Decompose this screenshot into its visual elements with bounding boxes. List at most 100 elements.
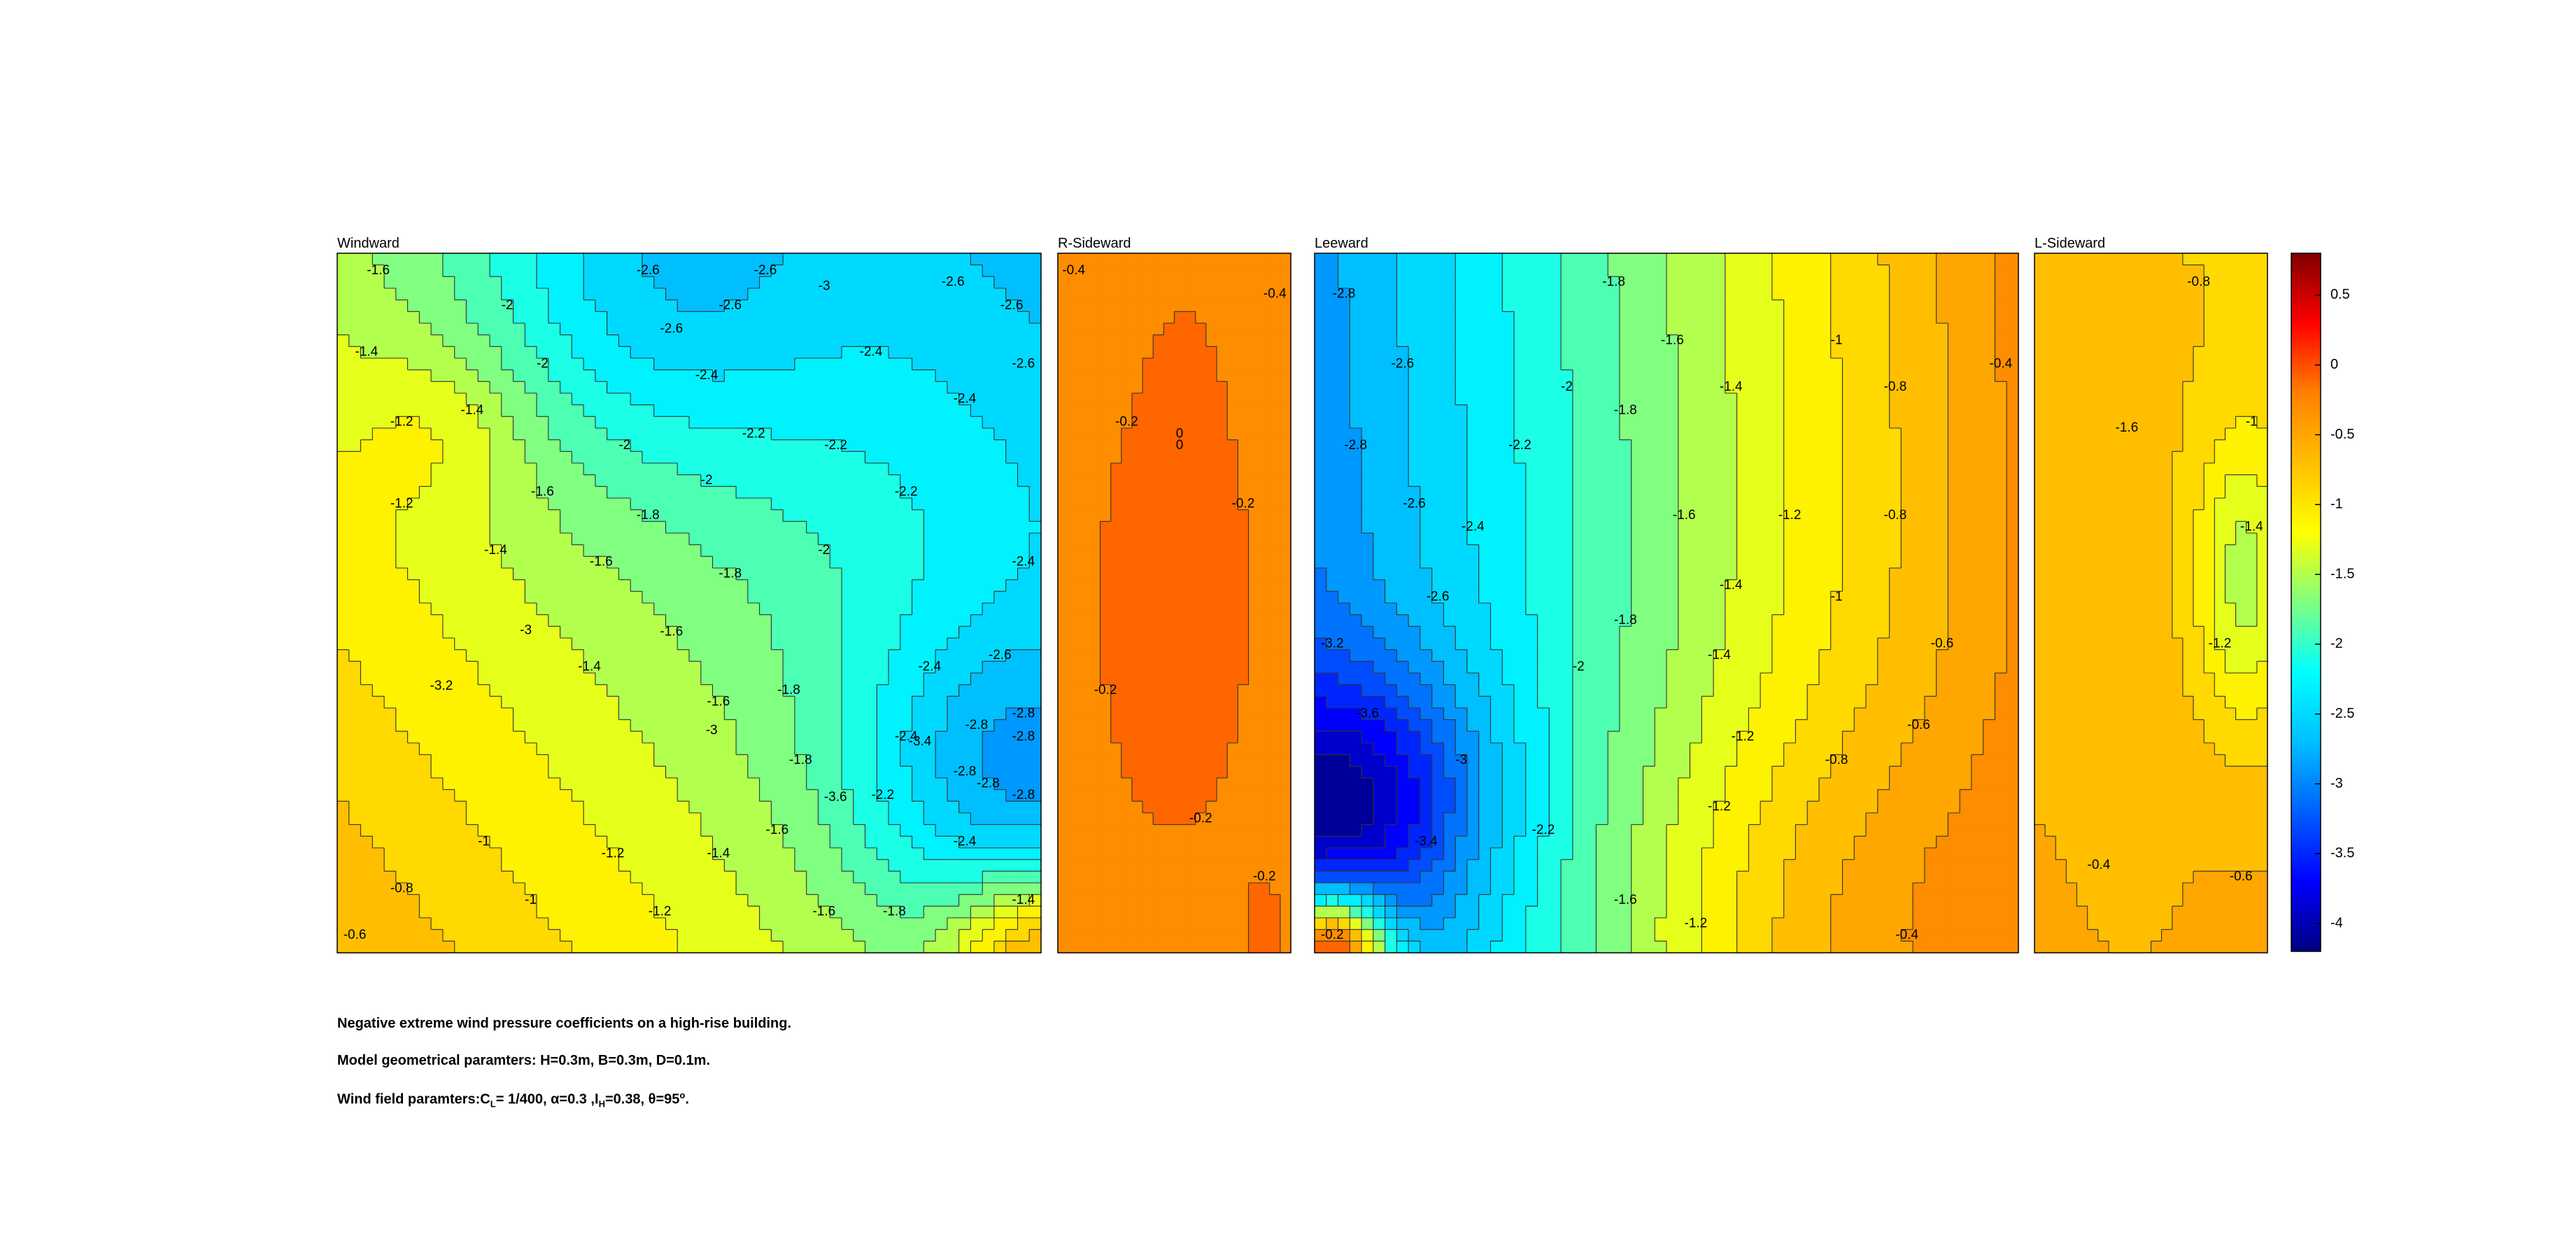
contour-label: -1.4 <box>2240 520 2263 534</box>
contour-label: -1.6 <box>367 263 390 278</box>
contour-label: -2.4 <box>860 345 883 360</box>
contour-label: -0.4 <box>1895 928 1918 942</box>
contour-label: -2.2 <box>871 788 894 802</box>
contour-label: -2.6 <box>1427 590 1450 604</box>
contour-label: -1.2 <box>2209 636 2232 651</box>
contour-label: -2.6 <box>1391 356 1414 371</box>
caption-sub-h: H <box>598 1098 605 1109</box>
contour-label: -1.8 <box>637 508 660 523</box>
contour-label: -2 <box>537 356 549 371</box>
contour-label: 0 <box>1176 426 1184 441</box>
contour-label: -1.2 <box>390 415 413 430</box>
contour-lines <box>2034 253 2267 953</box>
contour-label: -2.6 <box>1012 356 1035 371</box>
caption-text-1: Negative extreme wind pressure coefficie… <box>337 1016 792 1031</box>
contour-label: -2.2 <box>895 485 918 499</box>
contour-label: -1.4 <box>484 543 507 558</box>
contour-label: -1 <box>1831 333 1843 348</box>
contour-label: -1.6 <box>707 695 730 709</box>
contour-label: -2 <box>1561 380 1573 395</box>
contour-label: -2.2 <box>1532 823 1555 837</box>
panel-leeward: -2.6 -2.2 -2 -1.6 -1.2 -2.8 -2.6 -1.8 -1.4 -1.6 -1… <box>1314 253 2019 953</box>
contour-labels: -0.2 0 -0.2 -0.2 -0.4 -0.2 -0.4 -0.2 0 <box>1062 263 1287 884</box>
contour-label: -1.8 <box>1614 613 1637 627</box>
contour-label: -2.2 <box>1508 438 1531 453</box>
contour-label: -3 <box>1455 753 1467 767</box>
colorbar-tick-label: 0 <box>2330 357 2338 372</box>
contour-label: -1.2 <box>1732 730 1755 744</box>
colorbar-tick-label: 0.5 <box>2330 287 2350 302</box>
contour-label: -2 <box>701 473 713 488</box>
contour-label: -2.4 <box>954 391 977 406</box>
contour-label: -1.4 <box>460 403 483 418</box>
contour-label: -0.2 <box>1189 811 1212 825</box>
caption-line-2: Model geometrical paramters: H=0.3m, B=0… <box>337 1053 710 1069</box>
contour-label: -0.8 <box>1884 508 1907 523</box>
contour-label: -2.8 <box>954 765 977 779</box>
contour-label: -2.8 <box>1344 438 1367 453</box>
contour-label: -1.6 <box>1614 893 1637 907</box>
panel-frame <box>337 253 1042 953</box>
contour-label: -2 <box>1573 660 1585 674</box>
contour-label: -2.6 <box>660 321 683 336</box>
contour-label: -3 <box>706 723 718 738</box>
contour-labels: -0.8 -1.6 -1.4 -1.2 -1 -0.6 -0.4 <box>2088 275 2264 884</box>
contour-label: -0.2 <box>1094 683 1117 697</box>
contour-label: 0 <box>1176 438 1184 453</box>
contour-label: -2.8 <box>1333 286 1356 301</box>
contour-label: -3.4 <box>1415 835 1438 849</box>
contour-label: -0.6 <box>1907 718 1930 732</box>
panel-windward: -2.4 -2.8 -3 -2.6 -2.6 -2.6 -2.4 -1.6 -1.8 -2 -2.2… <box>337 253 1042 953</box>
contour-label: -1.4 <box>1720 578 1743 593</box>
contour-label: -2.8 <box>1012 788 1035 802</box>
contour-label: -1.2 <box>649 905 672 919</box>
colorbar-tick-label: -2 <box>2330 636 2343 651</box>
caption-text-3c: =0.38, θ=95 <box>604 1091 680 1107</box>
contour-label: -2.8 <box>1012 730 1035 744</box>
contour-label: -2 <box>502 298 514 313</box>
contour-label: -1.4 <box>355 345 378 360</box>
colorbar-tick-label: -1.5 <box>2330 566 2354 581</box>
panel-frame <box>1314 253 2019 953</box>
contour-lines <box>1315 253 2007 953</box>
caption-text-3d: . <box>685 1091 689 1107</box>
contour-label: -3.2 <box>430 679 453 693</box>
contour-label: -1.6 <box>590 555 613 569</box>
colorbar-gradient <box>2291 253 2321 952</box>
contour-label: -0.2 <box>1321 928 1344 942</box>
contour-label: -2.2 <box>824 438 847 453</box>
contour-label: -2.6 <box>1403 496 1426 511</box>
contour-label: -1.6 <box>660 625 683 639</box>
contour-label: -2.8 <box>965 718 988 732</box>
contour-label: -1 <box>478 835 490 849</box>
contour-label: -3.2 <box>1321 636 1344 651</box>
contour-label: -1.8 <box>1614 403 1637 418</box>
contour-label: -3.6 <box>1356 706 1379 721</box>
contour-label: -2 <box>618 438 630 453</box>
contour-label: -2.6 <box>1000 298 1024 313</box>
contour-label: -2.8 <box>1012 706 1035 721</box>
caption-text-2: Model geometrical paramters: H=0.3m, B=0… <box>337 1053 710 1068</box>
contour-label: -0.4 <box>1989 356 2012 371</box>
panel-title-r-sideward: R-Sideward <box>1058 236 1131 251</box>
caption-line-1: Negative extreme wind pressure coefficie… <box>337 1016 791 1032</box>
contour-label: -1.4 <box>1708 648 1731 662</box>
contour-label: -1.8 <box>789 753 812 767</box>
contour-label: -2.4 <box>954 835 977 849</box>
contour-label: -1.4 <box>1720 380 1743 395</box>
contour-label: -1.6 <box>1673 508 1696 523</box>
colorbar-ticks: 0.5 0 -0.5 -1 -1.5 -2 -2.5 -3 -3.5 -4 <box>2315 287 2354 930</box>
contour-label: -0.4 <box>1264 286 1287 301</box>
panel-title-leeward: Leeward <box>1315 236 1368 251</box>
contour-label: -1.6 <box>765 823 788 837</box>
contour-label: -1.8 <box>719 566 742 581</box>
contour-fill <box>1058 253 1291 953</box>
contour-label: -0.8 <box>1825 753 1848 767</box>
contour-label: -2.6 <box>719 298 742 313</box>
contour-label: -0.6 <box>1931 636 1954 651</box>
panel-frame <box>2034 253 2268 953</box>
contour-label: -1.8 <box>777 683 800 697</box>
contour-label: -0.8 <box>2187 275 2210 290</box>
caption-sup-o: o <box>679 1090 686 1100</box>
contour-label: -2.6 <box>942 275 965 290</box>
